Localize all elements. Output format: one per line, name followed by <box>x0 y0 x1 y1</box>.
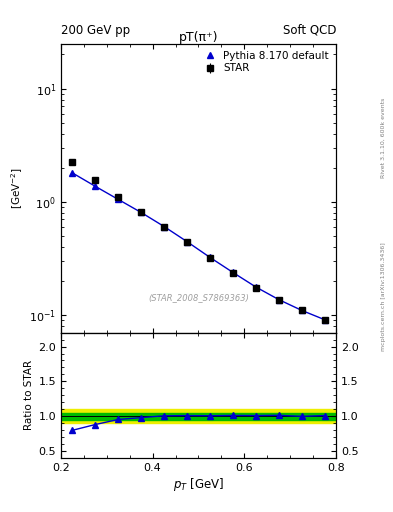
Pythia 8.170 default <box>208 254 212 261</box>
Pythia 8.170 default <box>299 307 304 313</box>
Line: Pythia 8.170 default: Pythia 8.170 default <box>69 170 328 323</box>
Text: Soft QCD: Soft QCD <box>283 24 336 37</box>
Pythia 8.170 default <box>276 296 281 303</box>
Y-axis label: Ratio to STAR: Ratio to STAR <box>24 360 34 431</box>
Pythia 8.170 default <box>230 269 235 275</box>
Pythia 8.170 default <box>93 183 97 189</box>
X-axis label: $p_T$ [GeV]: $p_T$ [GeV] <box>173 476 224 493</box>
Pythia 8.170 default <box>70 170 75 176</box>
Legend: Pythia 8.170 default, STAR: Pythia 8.170 default, STAR <box>198 49 331 75</box>
Text: 200 GeV pp: 200 GeV pp <box>61 24 130 37</box>
Bar <box>61 410 336 423</box>
Bar <box>61 413 336 420</box>
Pythia 8.170 default <box>322 316 327 323</box>
Text: Rivet 3.1.10, 600k events: Rivet 3.1.10, 600k events <box>381 98 386 178</box>
Y-axis label: $\frac{1}{2\pi p_T}\frac{d^2N}{dp_T\,dy}$
[GeV$^{-2}$]: $\frac{1}{2\pi p_T}\frac{d^2N}{dp_T\,dy}… <box>0 166 25 209</box>
Pythia 8.170 default <box>253 284 258 290</box>
Title: pT(π⁺): pT(π⁺) <box>179 31 218 44</box>
Pythia 8.170 default <box>162 223 166 229</box>
Text: mcplots.cern.ch [arXiv:1306.3436]: mcplots.cern.ch [arXiv:1306.3436] <box>381 243 386 351</box>
Text: (STAR_2008_S7869363): (STAR_2008_S7869363) <box>148 293 249 303</box>
Pythia 8.170 default <box>185 239 189 245</box>
Pythia 8.170 default <box>139 209 143 216</box>
Pythia 8.170 default <box>116 196 121 202</box>
